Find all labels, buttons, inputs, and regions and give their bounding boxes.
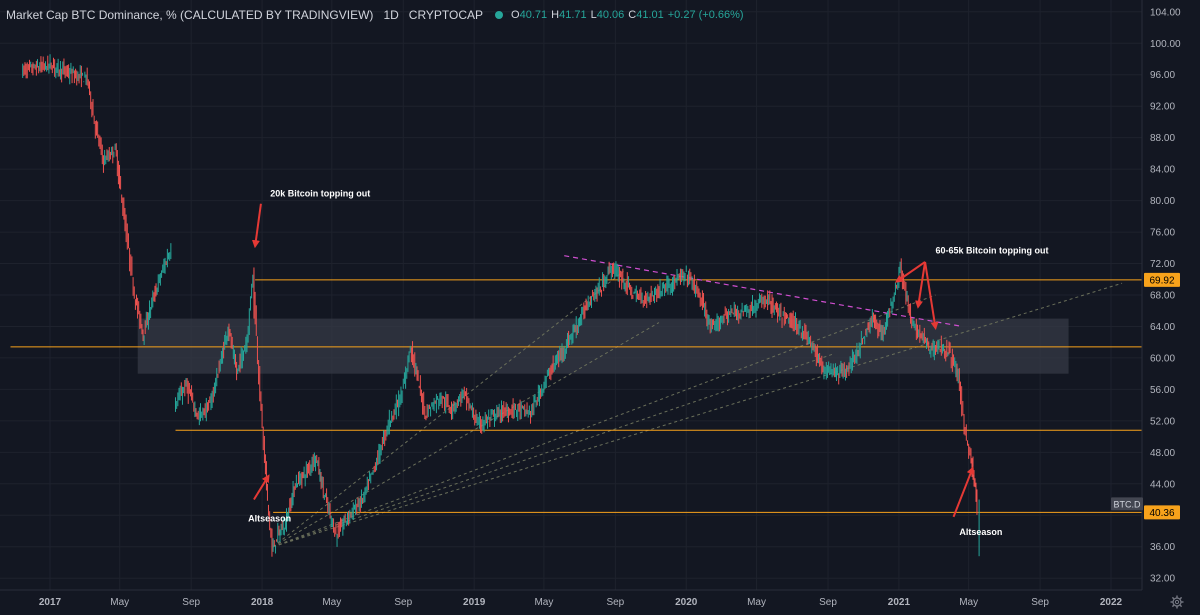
change-value: +0.27 (+0.66%) — [667, 9, 744, 21]
open-value: 40.71 — [519, 9, 548, 21]
x-tick-label: Sep — [606, 597, 624, 608]
symbol-label-text: BTC.D — [1114, 499, 1142, 509]
trend-line — [564, 255, 963, 328]
symbol-label-box — [1111, 497, 1143, 511]
time-axis-panel — [0, 590, 1200, 615]
y-tick-label: 100.00 — [1150, 39, 1181, 50]
annotation-arrow — [915, 261, 927, 309]
x-tick-label: Sep — [182, 597, 200, 608]
x-tick-label: May — [747, 597, 766, 608]
close-value: 41.01 — [636, 9, 664, 21]
y-tick-label: 92.00 — [1150, 102, 1175, 113]
high-label: H — [551, 9, 560, 21]
y-tick-label: 44.00 — [1150, 479, 1175, 490]
annotation-arrows — [251, 203, 975, 518]
x-tick-label: 2019 — [463, 597, 486, 608]
chart-header: Market Cap BTC Dominance, % (CALCULATED … — [6, 6, 748, 24]
y-tick-label: 76.00 — [1150, 228, 1175, 239]
candlesticks — [22, 54, 980, 557]
y-tick-label: 64.00 — [1150, 322, 1175, 333]
high-value: 41.71 — [559, 9, 587, 21]
annotation-arrow — [952, 466, 975, 518]
annotation-arrow — [253, 474, 270, 501]
y-tick-label: 88.00 — [1150, 133, 1175, 144]
y-tick-label: 72.00 — [1150, 259, 1175, 270]
close-label: C — [628, 9, 637, 21]
fan-line — [272, 282, 1123, 548]
chart-title: Market Cap BTC Dominance, % (CALCULATED … — [6, 8, 374, 22]
grid-lines — [0, 0, 1142, 590]
y-tick-label: 36.00 — [1150, 542, 1175, 553]
annotation-text: 60-65k Bitcoin topping out — [936, 245, 1049, 255]
x-tick-label: 2020 — [675, 597, 698, 608]
fan-line — [272, 294, 936, 548]
x-tick-label: Sep — [394, 597, 412, 608]
y-tick-label: 56.00 — [1150, 385, 1175, 396]
price-label-box — [1144, 505, 1180, 520]
annotation-text: Altseason — [248, 514, 291, 524]
y-tick-label: 52.00 — [1150, 416, 1175, 427]
market-status-icon — [495, 11, 504, 19]
x-tick-label: May — [110, 597, 129, 608]
price-label-box — [1144, 272, 1180, 287]
y-tick-label: 96.00 — [1150, 70, 1175, 81]
x-tick-label: Sep — [1031, 597, 1049, 608]
fan-line — [272, 353, 834, 548]
annotation-texts: 20k Bitcoin topping out 60-65k Bitcoin to… — [248, 189, 1048, 537]
annotation-text: Altseason — [959, 527, 1002, 537]
fan-lines — [272, 271, 1123, 548]
x-tick-label: May — [959, 597, 978, 608]
x-tick-label: 2022 — [1100, 597, 1123, 608]
price-label-text: 40.36 — [1149, 508, 1174, 519]
annotation-arrow — [924, 261, 939, 331]
y-tick-label: 48.00 — [1150, 448, 1175, 459]
x-tick-label: Sep — [819, 597, 837, 608]
y-tick-label: 32.00 — [1150, 574, 1175, 585]
support-resistance-zone — [137, 318, 1069, 374]
horizontal-levels — [10, 279, 1142, 513]
x-tick-label: 2018 — [251, 597, 274, 608]
fan-line — [272, 271, 624, 548]
y-tick-label: 60.00 — [1150, 353, 1175, 364]
y-tick-label: 68.00 — [1150, 291, 1175, 302]
low-label: L — [590, 9, 597, 21]
trend-line-dashed — [564, 255, 963, 328]
price-label-text: 69.92 — [1149, 275, 1174, 286]
annotation-text: 20k Bitcoin topping out — [270, 189, 370, 199]
x-tick-label: May — [534, 597, 553, 608]
zone-rect — [137, 318, 1069, 374]
y-tick-label: 104.00 — [1150, 7, 1181, 18]
settings-gear-icon[interactable] — [1170, 595, 1184, 609]
open-label: O — [511, 9, 520, 21]
x-tick-label: 2017 — [39, 597, 62, 608]
annotation-arrow — [251, 203, 262, 249]
annotation-arrow — [894, 261, 926, 283]
price-axis-panel — [1142, 0, 1200, 615]
interval-label[interactable]: 1D — [383, 8, 399, 22]
x-tick-label: May — [322, 597, 341, 608]
y-tick-label: 84.00 — [1150, 165, 1175, 176]
fan-line — [272, 322, 660, 548]
low-value: 40.06 — [596, 9, 625, 21]
y-tick-label: 80.00 — [1150, 196, 1175, 207]
exchange-label: CRYPTOCAP — [408, 8, 484, 22]
x-tick-label: 2021 — [888, 597, 911, 608]
